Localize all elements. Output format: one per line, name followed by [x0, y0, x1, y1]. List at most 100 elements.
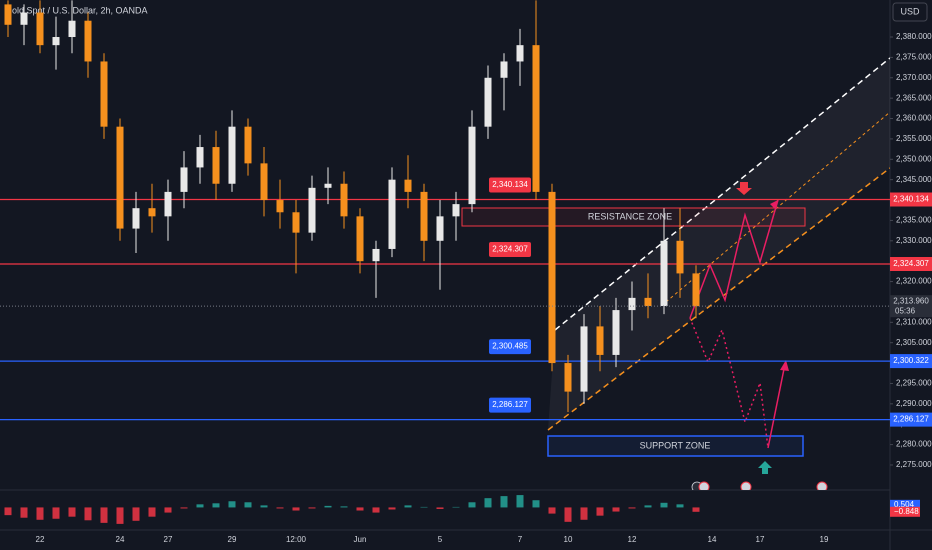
- channel-upper: [554, 57, 890, 331]
- candle-body: [100, 61, 108, 127]
- x-tick-label: 12:00: [286, 535, 307, 544]
- histogram-bar: [68, 507, 76, 517]
- histogram-bar: [132, 507, 140, 521]
- candle-body: [148, 208, 156, 217]
- projection-up: [689, 199, 779, 319]
- axis-level-tag: [890, 192, 932, 207]
- candle-body: [516, 45, 524, 62]
- candle-body: [132, 208, 140, 229]
- x-tick-label: 14: [708, 535, 717, 544]
- indicator-tag: [890, 506, 920, 517]
- candle-body: [212, 147, 220, 184]
- histogram-bar: [356, 507, 364, 511]
- x-tick-label: 5: [438, 535, 443, 544]
- candle-body: [36, 12, 44, 46]
- y-tick-label: 2,335.000: [896, 216, 932, 225]
- candle-body: [20, 12, 28, 25]
- histogram-bar: [164, 507, 172, 513]
- axis-level-label: 2,300.322: [893, 356, 929, 365]
- candle-body: [276, 200, 284, 213]
- candle-body: [164, 191, 172, 217]
- buy-arrow: [758, 461, 772, 474]
- plot-area: [0, 0, 890, 421]
- histogram-bar: [580, 507, 588, 520]
- candle-body: [356, 216, 364, 262]
- x-tick-label: 29: [228, 535, 237, 544]
- level-tag-label: 2,300.485: [492, 342, 528, 351]
- y-tick-label: 2,330.000: [896, 236, 932, 245]
- y-tick-label: 2,275.000: [896, 460, 932, 469]
- y-tick-label: 2,355.000: [896, 134, 932, 143]
- resistance-label: RESISTANCE ZONE: [588, 211, 672, 221]
- currency-label[interactable]: USD: [900, 6, 920, 16]
- indicator-tag-label: −0.848: [894, 507, 919, 516]
- event-icon[interactable]: [816, 481, 828, 492]
- channel-lower: [547, 167, 890, 431]
- histogram-bar: [660, 502, 668, 508]
- indicator-tag-label: 0.504: [894, 500, 915, 509]
- histogram-bar: [676, 504, 684, 508]
- candle-body: [388, 179, 396, 249]
- x-tick-label: 10: [564, 535, 573, 544]
- candle-body: [116, 126, 124, 229]
- support-zone: [547, 435, 804, 457]
- channel-mid: [665, 111, 890, 303]
- histogram-bar: [532, 500, 540, 508]
- candle-body: [84, 20, 92, 62]
- histogram-bar: [324, 505, 332, 508]
- event-icon[interactable]: [740, 481, 752, 492]
- y-tick-label: 2,280.000: [896, 440, 932, 449]
- y-tick-label: 2,365.000: [896, 93, 932, 102]
- arrow-head: [770, 200, 778, 210]
- histogram-bar: [548, 507, 556, 514]
- candle-body: [4, 4, 12, 25]
- histogram-bar: [84, 507, 92, 521]
- candle-body: [596, 326, 604, 355]
- histogram-bar: [100, 507, 108, 523]
- candle-body: [628, 297, 636, 311]
- arrow-head: [780, 360, 789, 371]
- y-tick-label: 2,380.000: [896, 32, 932, 41]
- support-label: SUPPORT ZONE: [640, 440, 711, 450]
- axis-level-tag: [890, 412, 932, 427]
- axis-level-label: 2,340.134: [893, 195, 929, 204]
- currency-button[interactable]: [892, 2, 928, 22]
- x-tick-label: 19: [820, 535, 829, 544]
- level-tag: [489, 242, 531, 258]
- candle-body: [564, 363, 572, 392]
- histogram-bar: [212, 503, 220, 508]
- countdown-label: 05:36: [895, 306, 916, 315]
- axis-level-tag: [890, 354, 932, 369]
- histogram-bar: [36, 507, 44, 520]
- histogram-bar: [628, 507, 636, 509]
- histogram-bar: [340, 506, 348, 508]
- y-tick-label: 2,360.000: [896, 114, 932, 123]
- histogram-bar: [516, 495, 524, 508]
- candle-body: [484, 77, 492, 127]
- sell-arrow: [736, 182, 752, 195]
- candle-body: [180, 167, 188, 192]
- candle-body: [308, 187, 316, 233]
- histogram-bar: [692, 507, 700, 512]
- y-tick-label: 2,345.000: [896, 175, 932, 184]
- y-tick-label: 2,370.000: [896, 73, 932, 82]
- event-icon[interactable]: [698, 481, 710, 492]
- candle-body: [532, 45, 540, 192]
- chart-title: Gold Spot / U.S. Dollar, 2h, OANDA: [5, 5, 148, 15]
- y-tick-label: 2,320.000: [896, 277, 932, 286]
- x-tick-label: 17: [756, 535, 765, 544]
- y-tick-label: 2,305.000: [896, 338, 932, 347]
- histogram-bar: [116, 507, 124, 524]
- histogram-bar: [148, 507, 156, 517]
- candle-body: [324, 183, 332, 188]
- candle-body: [196, 147, 204, 168]
- current-price-label: 2,313.960: [893, 296, 929, 305]
- candle-body: [340, 183, 348, 217]
- candle-body: [452, 204, 460, 217]
- axis-level-label: 2,324.307: [893, 259, 929, 268]
- histogram-bar: [644, 505, 652, 508]
- histogram-bar: [52, 507, 60, 519]
- y-tick-label: 2,290.000: [896, 399, 932, 408]
- level-tag: [489, 339, 531, 355]
